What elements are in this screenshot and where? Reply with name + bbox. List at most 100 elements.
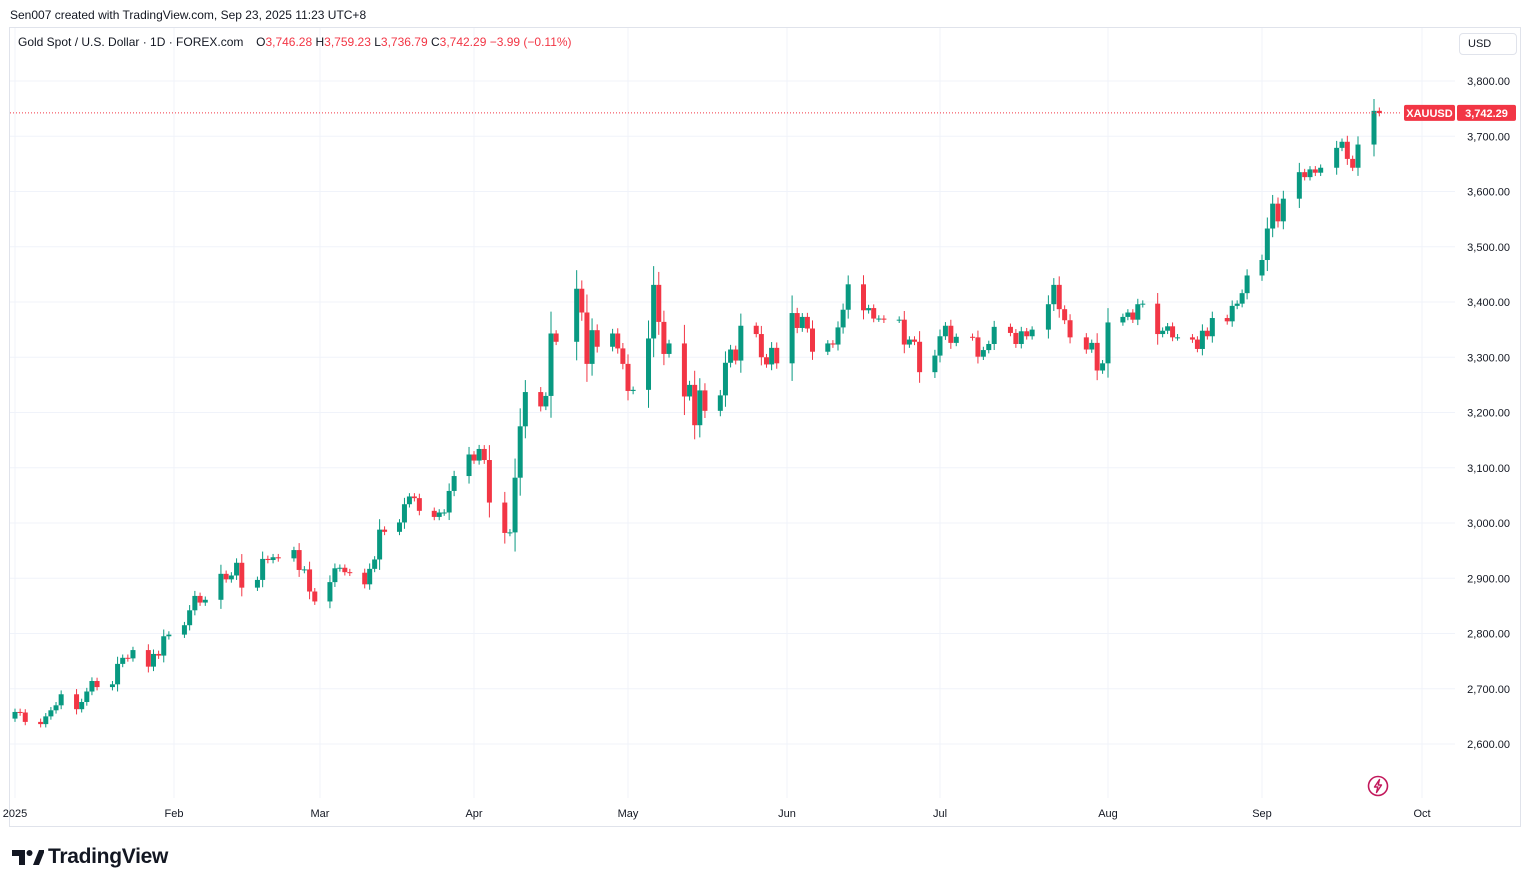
candle	[327, 575, 333, 609]
tradingview-brand[interactable]: TradingView	[12, 845, 168, 869]
candle	[917, 331, 923, 383]
candle	[589, 318, 595, 376]
candle	[804, 312, 810, 333]
candle	[411, 493, 417, 502]
candle	[835, 321, 841, 351]
symbol-tag-label: XAUUSD	[1406, 108, 1453, 120]
candle	[502, 491, 508, 544]
candle	[1355, 136, 1361, 176]
candle	[270, 553, 276, 564]
candle	[1018, 326, 1024, 349]
candle	[202, 596, 208, 606]
candle	[507, 529, 513, 537]
candle	[1334, 140, 1340, 175]
candle	[377, 519, 383, 570]
price-tick-label: 3,700.00	[1467, 131, 1510, 143]
candle	[1125, 309, 1131, 321]
candle	[275, 553, 281, 562]
candle	[830, 340, 836, 348]
symbol-legend: Gold Spot / U.S. Dollar · 1D · FOREX.com…	[18, 35, 572, 49]
candle	[416, 493, 422, 516]
candle	[197, 592, 203, 606]
candle	[476, 444, 482, 465]
candle	[481, 445, 487, 464]
candle	[942, 322, 948, 340]
candle	[1175, 334, 1181, 341]
candle	[594, 324, 600, 353]
candle	[620, 342, 626, 370]
lightning-icon[interactable]	[1367, 775, 1389, 797]
candle	[871, 304, 877, 323]
time-tick-label: May	[618, 808, 639, 820]
candle	[43, 713, 49, 728]
candle	[332, 563, 338, 587]
candle	[1024, 327, 1030, 340]
time-tick-label: Sep	[1252, 808, 1272, 820]
candle	[702, 383, 708, 418]
chart-pane[interactable]	[9, 27, 1521, 827]
price-tick-label: 3,600.00	[1467, 187, 1510, 199]
candle	[223, 570, 229, 583]
price-tick-label: 3,500.00	[1467, 242, 1510, 254]
candle	[291, 546, 297, 562]
candle	[799, 313, 805, 332]
candle	[522, 380, 528, 439]
candle	[548, 311, 554, 418]
candle	[738, 313, 744, 373]
candle	[733, 345, 739, 365]
candle	[937, 329, 943, 363]
candle	[1224, 314, 1230, 325]
symbol-name[interactable]: Gold Spot / U.S. Dollar · 1D · FOREX.com	[18, 35, 244, 49]
candle	[717, 389, 723, 417]
price-tick-label: 2,700.00	[1467, 684, 1510, 696]
candle	[1204, 327, 1210, 340]
candle	[1280, 190, 1286, 230]
candle	[610, 328, 616, 352]
candle	[1051, 278, 1057, 311]
time-tick-label: Aug	[1098, 808, 1118, 820]
price-tick-label: 3,000.00	[1467, 518, 1510, 530]
candle	[38, 718, 44, 728]
candle	[906, 336, 912, 348]
candle	[347, 568, 353, 577]
candle	[1264, 217, 1270, 272]
candle	[769, 342, 775, 371]
time-axis: 2025 Feb Mar Apr May Jun Jul Aug Sep Oct	[3, 808, 1431, 820]
tradingview-logo-icon	[12, 850, 44, 865]
candles	[12, 99, 1382, 728]
candle	[94, 677, 100, 691]
candle	[901, 310, 907, 354]
candle	[342, 564, 348, 576]
price-tick-label: 3,400.00	[1467, 297, 1510, 309]
candle	[1296, 162, 1302, 208]
candle	[187, 605, 193, 631]
time-tick-label: Jun	[778, 808, 796, 820]
change-value: −3.99 (−0.11%)	[489, 35, 572, 49]
candle	[1302, 168, 1308, 181]
candle	[630, 386, 636, 395]
currency-button[interactable]: USD	[1459, 33, 1517, 55]
candle	[866, 304, 872, 314]
candle	[1170, 322, 1176, 342]
candle	[161, 629, 167, 663]
candle	[1045, 295, 1051, 339]
candle	[932, 349, 938, 378]
candle	[234, 558, 240, 580]
candle	[666, 339, 672, 358]
candle	[1318, 164, 1324, 177]
time-tick-label: 2025	[3, 808, 27, 820]
candle	[1376, 107, 1382, 117]
candle	[22, 709, 28, 726]
candle	[406, 493, 412, 508]
candle	[574, 270, 580, 361]
candle	[239, 554, 245, 597]
candle	[681, 324, 687, 416]
candle	[181, 621, 187, 638]
candle	[774, 342, 780, 369]
candle	[697, 378, 703, 438]
candle	[150, 649, 156, 672]
candle	[84, 687, 90, 706]
candle	[1344, 135, 1350, 165]
candle	[1239, 289, 1245, 308]
